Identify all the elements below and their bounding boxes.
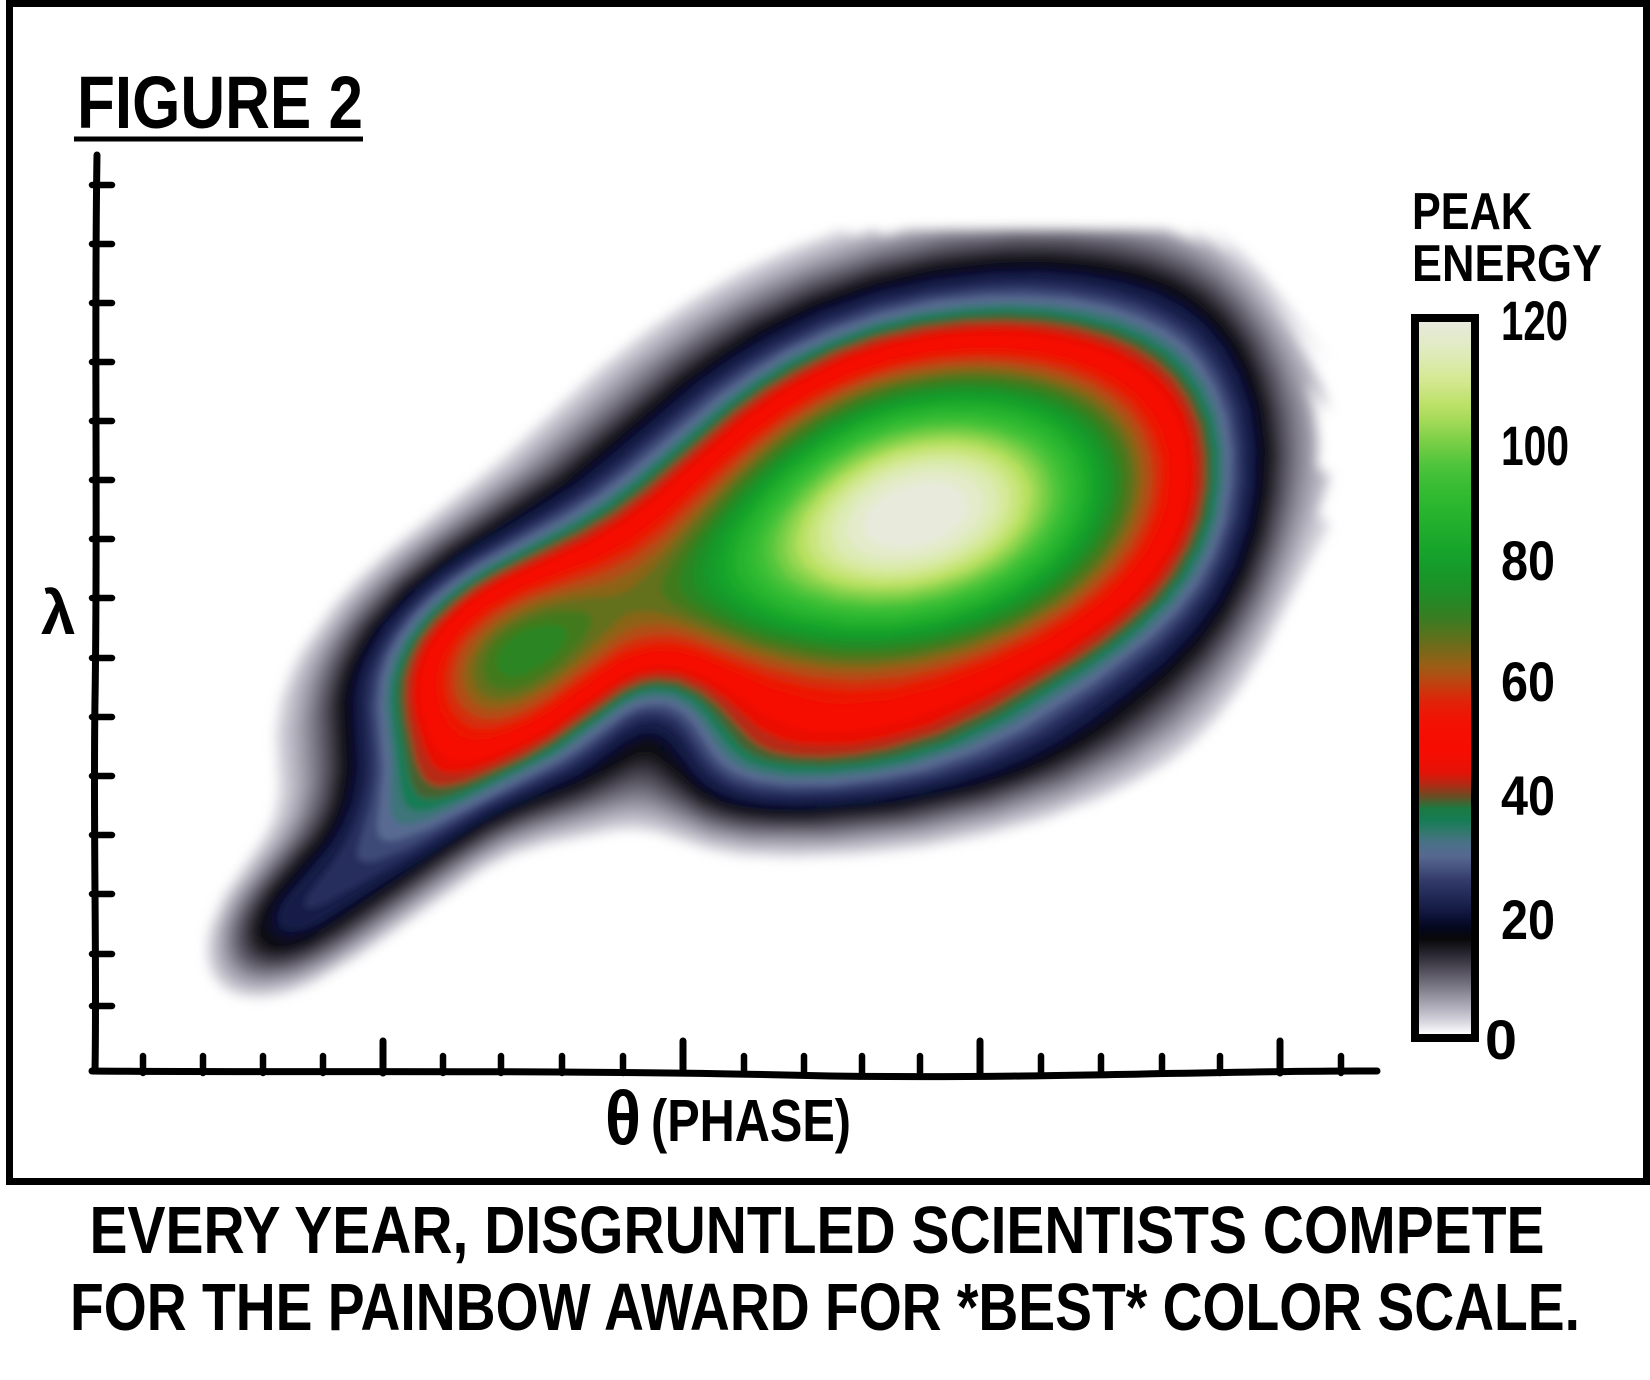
svg-text:ENERGY: ENERGY: [1412, 235, 1602, 293]
svg-text:FIGURE 2: FIGURE 2: [77, 61, 363, 144]
svg-text:λ: λ: [41, 579, 75, 648]
svg-text:0: 0: [1485, 1008, 1517, 1071]
svg-text:20: 20: [1501, 888, 1555, 951]
svg-text:EVERY YEAR, DISGRUNTLED SCIENT: EVERY YEAR, DISGRUNTLED SCIENTISTS COMPE…: [90, 1193, 1545, 1268]
svg-text:40: 40: [1501, 764, 1555, 827]
svg-text:θ: θ: [605, 1076, 641, 1161]
svg-text:(PHASE): (PHASE): [651, 1088, 851, 1154]
svg-text:80: 80: [1501, 529, 1555, 592]
svg-text:100: 100: [1501, 414, 1569, 477]
svg-text:120: 120: [1501, 289, 1568, 352]
svg-text:FOR THE PAINBOW AWARD FOR *BES: FOR THE PAINBOW AWARD FOR *BEST* COLOR S…: [70, 1270, 1580, 1345]
svg-text:60: 60: [1501, 650, 1555, 713]
svg-text:PEAK: PEAK: [1412, 183, 1532, 241]
